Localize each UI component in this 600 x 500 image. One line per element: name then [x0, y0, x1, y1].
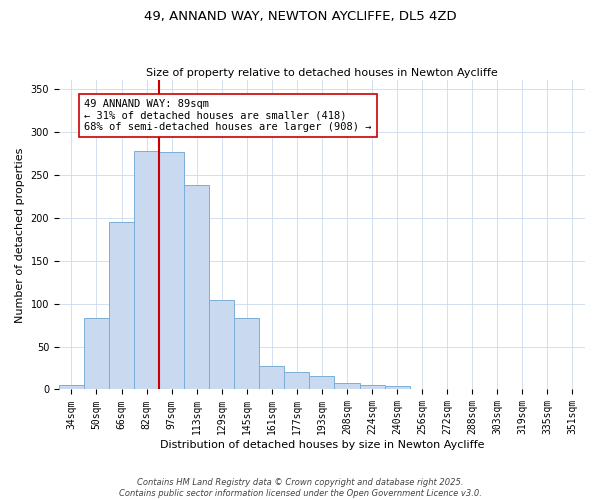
Bar: [310, 376, 334, 390]
Bar: [109, 222, 134, 390]
Bar: [184, 185, 209, 390]
Bar: [284, 372, 310, 390]
X-axis label: Distribution of detached houses by size in Newton Aycliffe: Distribution of detached houses by size …: [160, 440, 484, 450]
Bar: [560, 388, 585, 390]
Bar: [209, 300, 234, 390]
Bar: [84, 318, 109, 390]
Bar: [234, 318, 259, 390]
Title: Size of property relative to detached houses in Newton Aycliffe: Size of property relative to detached ho…: [146, 68, 498, 78]
Bar: [535, 388, 560, 390]
Bar: [359, 385, 385, 390]
Bar: [59, 385, 84, 390]
Bar: [134, 150, 159, 390]
Text: 49 ANNAND WAY: 89sqm
← 31% of detached houses are smaller (418)
68% of semi-deta: 49 ANNAND WAY: 89sqm ← 31% of detached h…: [84, 99, 371, 132]
Bar: [334, 384, 359, 390]
Text: 49, ANNAND WAY, NEWTON AYCLIFFE, DL5 4ZD: 49, ANNAND WAY, NEWTON AYCLIFFE, DL5 4ZD: [143, 10, 457, 23]
Bar: [485, 388, 510, 390]
Text: Contains HM Land Registry data © Crown copyright and database right 2025.
Contai: Contains HM Land Registry data © Crown c…: [119, 478, 481, 498]
Bar: [259, 366, 284, 390]
Bar: [159, 152, 184, 390]
Y-axis label: Number of detached properties: Number of detached properties: [15, 147, 25, 322]
Bar: [385, 386, 410, 390]
